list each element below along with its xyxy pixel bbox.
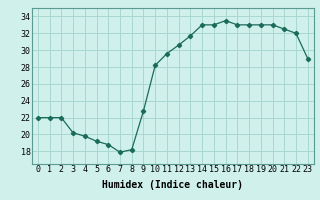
X-axis label: Humidex (Indice chaleur): Humidex (Indice chaleur) [102, 180, 243, 190]
